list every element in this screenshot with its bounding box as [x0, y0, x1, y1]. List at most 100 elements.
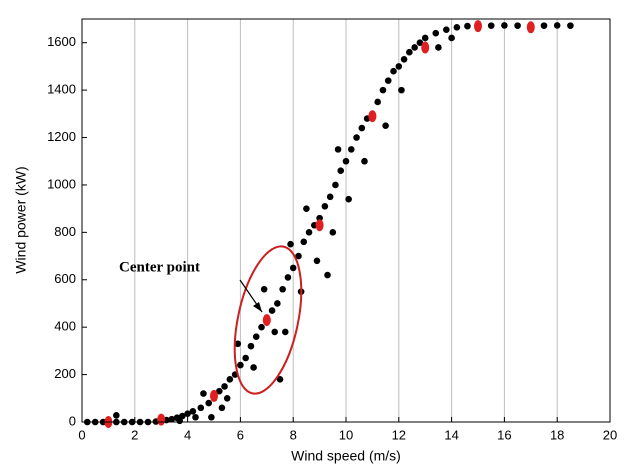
center-point [368, 110, 377, 123]
center-point [315, 219, 324, 232]
center-point [210, 389, 218, 402]
point [271, 328, 279, 336]
point [242, 354, 249, 362]
point [200, 390, 207, 397]
point [416, 39, 424, 47]
x-tick-label: 16 [497, 427, 511, 442]
x-tick-label: 8 [290, 427, 297, 442]
y-tick-label: 1400 [47, 82, 76, 97]
point [252, 333, 260, 340]
annotation: Center point [119, 259, 200, 275]
point [400, 56, 408, 63]
point [390, 67, 397, 75]
y-tick-label: 600 [54, 271, 76, 286]
point [176, 417, 183, 425]
y-tick-label: 200 [54, 366, 76, 381]
point [237, 361, 244, 369]
point [395, 63, 403, 70]
point [197, 404, 205, 412]
point [345, 195, 352, 203]
center-point [474, 20, 482, 33]
x-tick-label: 2 [131, 427, 138, 442]
point [223, 394, 231, 402]
point [300, 238, 308, 246]
point [334, 146, 342, 153]
point [326, 193, 334, 201]
point [260, 285, 268, 293]
point [443, 26, 450, 33]
point [234, 340, 242, 348]
highlight-ellipse [233, 245, 303, 395]
point [342, 157, 350, 165]
point [215, 387, 223, 395]
point [501, 22, 508, 29]
x-tick-label: 20 [603, 427, 617, 442]
point [514, 22, 521, 29]
point [487, 22, 495, 29]
point [247, 342, 255, 350]
point [337, 167, 345, 175]
point [303, 205, 310, 212]
x-tick-label: 6 [237, 427, 244, 442]
center-point [157, 413, 166, 426]
point [279, 285, 286, 293]
point [276, 376, 284, 383]
point [358, 124, 366, 132]
point [205, 399, 213, 407]
point [464, 22, 471, 30]
y-tick-label: 1000 [47, 176, 76, 191]
point [324, 271, 331, 279]
x-axis-label: Wind speed (m/s) [291, 448, 401, 464]
point [421, 34, 429, 42]
point [540, 22, 548, 29]
point [221, 383, 228, 390]
point [192, 413, 199, 421]
point [289, 264, 297, 272]
point [168, 415, 176, 423]
point [305, 229, 313, 236]
y-tick-label: 0 [69, 413, 76, 428]
center-point [526, 21, 535, 34]
point [208, 413, 215, 421]
point [184, 410, 191, 418]
point [361, 157, 368, 165]
point [287, 240, 294, 248]
point [379, 86, 387, 94]
point [411, 44, 418, 51]
point [435, 44, 442, 51]
point [268, 307, 276, 314]
point [258, 323, 265, 331]
point [313, 257, 321, 265]
point [432, 29, 440, 37]
y-tick-label: 400 [54, 319, 76, 334]
point [384, 77, 392, 84]
point [281, 328, 289, 336]
point [218, 404, 226, 412]
point [448, 34, 455, 42]
point [189, 408, 197, 415]
x-tick-label: 10 [339, 427, 353, 442]
y-tick-label: 800 [54, 224, 76, 239]
point [374, 98, 381, 106]
point [347, 146, 355, 153]
point [332, 181, 339, 189]
center-point [421, 41, 430, 54]
x-tick-label: 14 [444, 427, 458, 442]
point [284, 274, 292, 281]
center-point [262, 314, 271, 327]
arrow-head [253, 302, 262, 312]
y-axis-label: Wind power (kW) [13, 166, 29, 273]
point [353, 134, 360, 141]
point [321, 202, 329, 210]
y-tick-label: 1200 [47, 129, 76, 144]
x-tick-label: 4 [184, 427, 191, 442]
point [226, 376, 234, 383]
point [406, 48, 413, 56]
point [553, 22, 561, 29]
point [329, 229, 337, 236]
point [567, 22, 574, 29]
point [295, 252, 302, 260]
y-tick-label: 1600 [47, 34, 76, 49]
